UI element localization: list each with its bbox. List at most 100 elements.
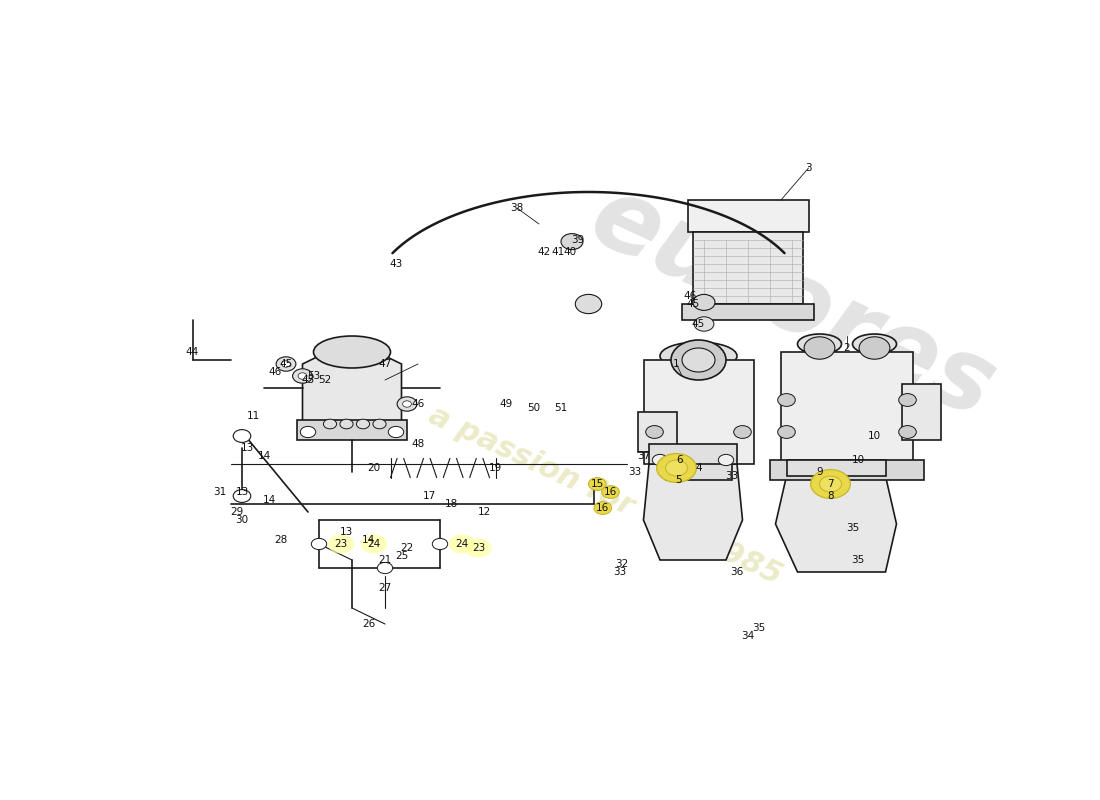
Text: 5: 5 [675,475,682,485]
Text: 30: 30 [235,515,249,525]
Ellipse shape [852,334,896,354]
Text: 14: 14 [257,451,271,461]
Circle shape [328,534,354,554]
Ellipse shape [314,336,390,368]
Circle shape [899,426,916,438]
Text: 53: 53 [307,371,320,381]
Circle shape [594,502,612,514]
Circle shape [588,478,606,490]
Text: 45: 45 [279,359,293,369]
Circle shape [388,426,404,438]
Circle shape [311,538,327,550]
Bar [688,200,808,232]
Text: 52: 52 [318,375,331,385]
Text: 39: 39 [571,235,584,245]
Text: 49: 49 [499,399,513,409]
Text: 26: 26 [362,619,375,629]
Circle shape [734,426,751,438]
Text: 47: 47 [378,359,392,369]
Circle shape [575,294,602,314]
Circle shape [693,294,715,310]
Text: 33: 33 [613,567,626,577]
Circle shape [682,348,715,372]
Text: 40: 40 [563,247,576,257]
Bar [649,444,737,464]
Bar [666,456,732,480]
Text: 48: 48 [411,439,425,449]
Text: 16: 16 [604,487,617,497]
Text: 38: 38 [510,203,524,213]
Text: 31: 31 [213,487,227,497]
Bar [638,412,676,452]
Ellipse shape [798,334,842,354]
Text: 21: 21 [378,555,392,565]
Circle shape [300,426,316,438]
Text: 14: 14 [362,535,375,545]
Circle shape [652,454,668,466]
Circle shape [666,460,688,476]
Text: 12: 12 [477,507,491,517]
Text: 13: 13 [340,527,353,537]
Circle shape [356,419,370,429]
Bar [902,384,940,440]
Polygon shape [776,476,896,572]
Circle shape [233,490,251,502]
Circle shape [561,234,583,250]
Ellipse shape [660,342,737,370]
Bar [770,460,924,480]
Text: 35: 35 [752,623,766,633]
Text: 29: 29 [230,507,243,517]
Bar [781,352,913,464]
Text: 33: 33 [725,471,738,481]
Text: 28: 28 [274,535,287,545]
Circle shape [282,361,290,367]
Text: 37: 37 [637,451,650,461]
Text: 27: 27 [378,583,392,593]
Circle shape [340,419,353,429]
Circle shape [811,470,850,498]
Text: 13: 13 [235,487,249,497]
Text: 45: 45 [301,375,315,385]
Circle shape [899,394,916,406]
Text: 1: 1 [673,359,680,369]
Text: 45: 45 [692,319,705,329]
Text: 46: 46 [268,367,282,377]
Bar [297,420,407,440]
Circle shape [449,534,475,554]
Text: 24: 24 [367,539,381,549]
Circle shape [323,419,337,429]
Circle shape [602,486,619,498]
Text: 50: 50 [527,403,540,413]
Circle shape [820,476,842,492]
Text: 41: 41 [551,247,564,257]
Bar [682,304,814,320]
Text: 15: 15 [591,479,604,489]
Text: 4: 4 [695,463,702,473]
Circle shape [361,534,387,554]
Text: 34: 34 [741,631,755,641]
Circle shape [298,373,307,379]
Circle shape [804,337,835,359]
Polygon shape [644,464,743,560]
Text: 42: 42 [538,247,551,257]
Text: 46: 46 [683,291,696,301]
Circle shape [377,562,393,574]
Text: 14: 14 [263,495,276,505]
Circle shape [432,538,448,550]
Text: 23: 23 [334,539,348,549]
Text: 32: 32 [615,559,628,569]
Text: 19: 19 [488,463,502,473]
Circle shape [778,426,795,438]
Text: 25: 25 [395,551,408,561]
Text: 35: 35 [846,523,859,533]
Text: 11: 11 [246,411,260,421]
Text: 16: 16 [596,503,609,513]
Text: 17: 17 [422,491,436,501]
Circle shape [403,401,411,407]
Circle shape [293,369,312,383]
Text: 10: 10 [851,455,865,465]
Text: 8: 8 [827,491,834,501]
Circle shape [718,454,734,466]
Bar [644,360,754,464]
Text: 2: 2 [844,343,850,353]
